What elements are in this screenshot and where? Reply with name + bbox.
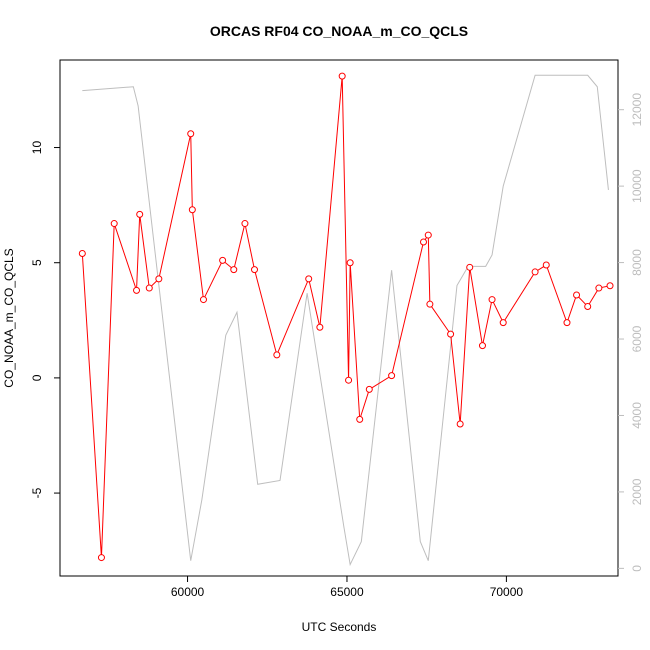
y2-tick-label: 4000 [630, 402, 644, 429]
y2-tick-label: 6000 [630, 325, 644, 352]
y2-tick-label: 8000 [630, 249, 644, 276]
data-point [388, 372, 396, 380]
data-point [251, 266, 259, 274]
data-point [273, 351, 281, 359]
plot-frame [59, 59, 619, 577]
data-point [346, 259, 354, 267]
data-point [338, 72, 346, 80]
data-point [78, 250, 86, 257]
series-line-right-axis [82, 74, 609, 567]
data-point [447, 330, 455, 338]
data-point [365, 385, 373, 393]
data-point [478, 342, 486, 350]
y-axis-label: CO_NOAA_m_CO_QCLS [2, 248, 16, 387]
y2-tick-label: 2000 [630, 478, 644, 505]
x-tick-label: 60000 [171, 585, 205, 599]
data-point [584, 302, 592, 310]
data-point [136, 210, 144, 218]
data-point [419, 238, 427, 246]
data-point [155, 275, 163, 283]
x-axis-label: UTC Seconds [302, 620, 377, 634]
data-point [356, 415, 364, 423]
data-point [187, 130, 195, 138]
data-point [426, 300, 434, 308]
y-tick-label: 0 [30, 374, 44, 381]
data-point [542, 261, 550, 269]
series-line-co [81, 76, 611, 558]
data-point [466, 263, 474, 271]
data-point [563, 319, 571, 327]
x-axis: 60000 65000 70000 [171, 576, 524, 599]
data-point [488, 296, 496, 304]
data-point [241, 220, 249, 228]
y-axis-left: -5 0 5 10 [30, 141, 60, 498]
data-point [97, 554, 105, 562]
data-point [145, 284, 153, 292]
series-layer [78, 72, 614, 567]
x-tick-label: 70000 [490, 585, 524, 599]
data-point [133, 286, 141, 294]
data-point [531, 268, 539, 276]
data-point [499, 319, 507, 327]
y-tick-label: 10 [30, 141, 44, 155]
data-point [219, 256, 227, 264]
data-point [456, 420, 464, 428]
data-point [199, 296, 207, 304]
data-point [188, 206, 196, 214]
chart-title: ORCAS RF04 CO_NOAA_m_CO_QCLS [210, 23, 468, 39]
data-point [424, 231, 432, 239]
y2-tick-label: 0 [630, 565, 644, 572]
data-point [345, 376, 353, 384]
y2-tick-label: 10000 [630, 169, 644, 203]
y-axis-right: 0 2000 4000 6000 8000 10000 12000 [618, 93, 644, 572]
data-point [110, 220, 118, 228]
data-point [573, 291, 581, 299]
data-point [316, 323, 324, 331]
data-point [230, 266, 238, 274]
y-tick-label: 5 [30, 259, 44, 266]
y-tick-label: -5 [30, 487, 44, 498]
x-tick-label: 65000 [330, 585, 364, 599]
data-point [305, 275, 313, 283]
data-point [595, 284, 603, 292]
data-point [606, 282, 614, 290]
y2-tick-label: 12000 [630, 93, 644, 127]
